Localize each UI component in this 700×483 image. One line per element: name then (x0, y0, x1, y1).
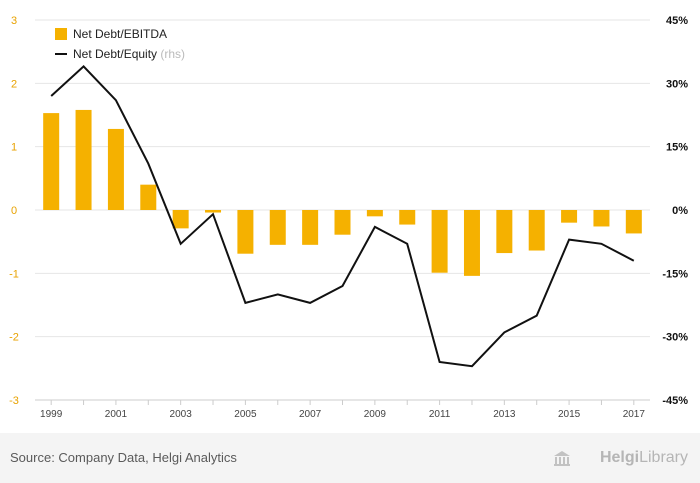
x-tick-label: 1999 (40, 409, 63, 420)
source-note: Source: Company Data, Helgi Analytics (10, 450, 237, 465)
bar (399, 210, 416, 225)
x-tick-label: 2001 (105, 409, 128, 420)
bar (75, 109, 92, 210)
bar (366, 210, 383, 217)
bar (593, 210, 610, 227)
y-left-tick-label: 1 (11, 142, 17, 154)
library-building-icon (554, 451, 570, 466)
legend-rhs-note: (rhs) (160, 47, 185, 61)
bar (43, 113, 60, 210)
y-left-tick-label: -1 (9, 268, 19, 280)
x-tick-label: 2017 (623, 409, 646, 420)
x-tick-label: 2013 (493, 409, 516, 420)
bar (269, 210, 286, 245)
x-tick-label: 2007 (299, 409, 322, 420)
legend: Net Debt/EBITDA Net Debt/Equity (rhs) (55, 27, 185, 61)
line-net-debt-equity (50, 65, 635, 368)
bar (431, 210, 448, 273)
footer: Source: Company Data, Helgi Analytics He… (0, 433, 700, 483)
bars-net-debt-ebitda (43, 109, 642, 276)
bar (140, 184, 157, 210)
grid-lines (35, 19, 650, 401)
bar (625, 210, 642, 234)
bar (107, 128, 124, 210)
bar (496, 210, 513, 254)
axes: -3 -2 -1 0 1 2 3 -45% -30% -15% 0% 15% 30% 45% 1999 200… (9, 15, 688, 420)
y-left-tick-label: -3 (9, 395, 19, 407)
x-tick-label: 2015 (558, 409, 581, 420)
y-left-tick-label: 0 (11, 205, 17, 217)
y-left-tick-label: 3 (11, 15, 17, 27)
legend-swatch-net-debt-ebitda (55, 28, 67, 40)
bar (205, 210, 222, 213)
bar (561, 210, 578, 223)
x-tick-label: 2003 (170, 409, 193, 420)
x-tick-label: 2011 (429, 409, 451, 420)
y-right-tick-label: 15% (666, 142, 688, 154)
bar (334, 210, 351, 235)
x-tick-label: 2005 (234, 409, 257, 420)
bar (463, 210, 480, 276)
brand-logo: HelgiLibrary (599, 449, 688, 466)
legend-label-net-debt-equity: Net Debt/Equity (rhs) (73, 47, 185, 61)
bar (302, 210, 319, 245)
y-left-tick-label: -2 (9, 332, 19, 344)
y-left-tick-label: 2 (11, 78, 17, 90)
bar (528, 210, 545, 251)
bar (172, 210, 189, 229)
y-right-tick-label: -15% (662, 268, 688, 280)
y-right-tick-label: -30% (662, 332, 688, 344)
bar (237, 210, 254, 254)
y-right-tick-label: -45% (662, 395, 688, 407)
y-right-tick-label: 0% (672, 205, 688, 217)
legend-label-net-debt-ebitda: Net Debt/EBITDA (73, 27, 167, 41)
y-right-tick-label: 45% (666, 15, 688, 27)
x-tick-label: 2009 (364, 409, 387, 420)
y-right-tick-label: 30% (666, 78, 688, 90)
